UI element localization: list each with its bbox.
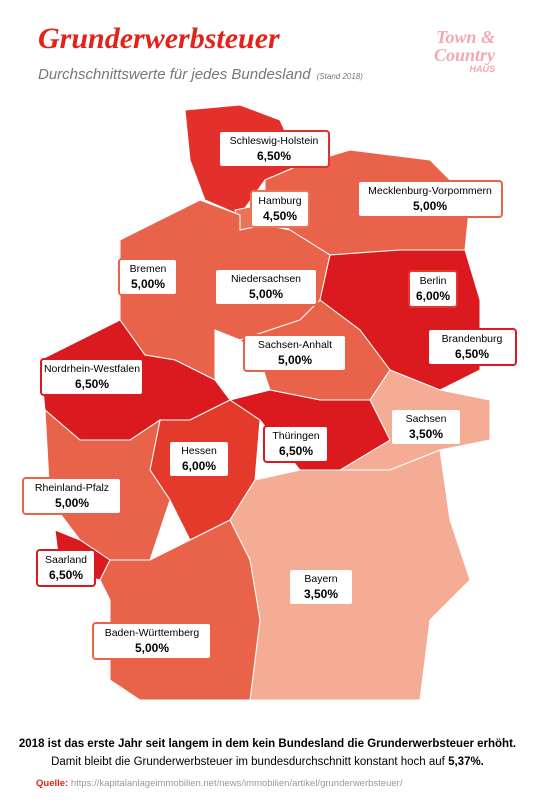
region-name: Hessen — [181, 445, 217, 457]
region-name: Baden-Württemberg — [104, 627, 200, 639]
region-rate: 5,00% — [54, 496, 90, 510]
region-name: Rheinland-Pfalz — [34, 482, 110, 494]
region-rate: 6,50% — [256, 149, 292, 163]
region-label: Bayern 3,50% — [288, 568, 354, 606]
region-label: Niedersachsen 5,00% — [214, 268, 318, 306]
region-rate: 6,50% — [74, 377, 110, 391]
region-rate: 5,00% — [134, 641, 170, 655]
region-rate: 5,00% — [277, 353, 313, 367]
logo-line: Country — [434, 45, 496, 65]
region-name: Schleswig-Holstein — [229, 135, 319, 147]
region-name: Sachsen-Anhalt — [257, 339, 333, 351]
logo-line: HAUS — [469, 64, 496, 74]
region-name: Thüringen — [272, 430, 320, 442]
region-label: Baden-Württemberg 5,00% — [92, 622, 212, 660]
region-label: Hamburg 4,50% — [250, 190, 310, 228]
title: Grunderwerbsteuer — [38, 22, 280, 55]
source-url: https://kapitalanlageimmobilien.net/news… — [70, 778, 403, 789]
subtitle: Durchschnittswerte für jedes Bundesland (… — [38, 66, 363, 83]
source-label: Quelle: — [36, 778, 69, 789]
region-label: Brandenburg 6,50% — [427, 328, 517, 366]
footer-text: Damit bleibt die Grunderwerbsteuer im bu… — [51, 756, 449, 768]
region-label: Bremen 5,00% — [118, 258, 178, 296]
region-name: Niedersachsen — [230, 273, 302, 285]
region-label: Berlin 6,00% — [408, 270, 458, 308]
subtitle-text: Durchschnittswerte für jedes Bundesland — [38, 66, 311, 83]
region-label: Rheinland-Pfalz 5,00% — [22, 477, 122, 515]
region-label: Mecklenburg-Vorpommern 5,00% — [357, 180, 503, 218]
footer-line: Damit bleibt die Grunderwerbsteuer im bu… — [0, 756, 535, 768]
region-name: Brandenburg — [441, 333, 503, 345]
source: Quelle: https://kapitalanlageimmobilien.… — [36, 778, 402, 789]
region-rate: 5,00% — [248, 287, 284, 301]
region-name: Hamburg — [258, 195, 302, 207]
region-name: Nordrhein-Westfalen — [43, 363, 141, 375]
region-rate: 6,00% — [181, 459, 217, 473]
region-label: Sachsen-Anhalt 5,00% — [243, 334, 347, 372]
region-rate: 6,50% — [48, 568, 84, 582]
logo-line: Town & — [436, 27, 496, 47]
region-rate: 5,00% — [412, 199, 448, 213]
region-label: Schleswig-Holstein 6,50% — [218, 130, 330, 168]
region-label: Nordrhein-Westfalen 6,50% — [40, 358, 144, 396]
region-rate: 4,50% — [262, 209, 298, 223]
region-label: Hessen 6,00% — [168, 440, 230, 478]
stand: (Stand 2018) — [316, 72, 363, 81]
region-label: Thüringen 6,50% — [263, 425, 329, 463]
region-name: Sachsen — [405, 413, 447, 425]
footer-line: 2018 ist das erste Jahr seit langem in d… — [18, 738, 517, 750]
region-rate: 6,50% — [454, 347, 490, 361]
region-rate: 6,50% — [278, 444, 314, 458]
region-name: Bremen — [129, 263, 167, 275]
region-name: Bayern — [304, 573, 338, 585]
region-rate: 5,00% — [130, 277, 166, 291]
region-label: Sachsen 3,50% — [390, 408, 462, 446]
region-name: Saarland — [44, 554, 88, 566]
logo: Town & Country HAUS — [434, 28, 495, 74]
region-rate: 3,50% — [303, 587, 339, 601]
region-name: Berlin — [419, 275, 447, 287]
region-rate: 3,50% — [408, 427, 444, 441]
region-name: Mecklenburg-Vorpommern — [368, 185, 492, 197]
footer-average: 5,37%. — [448, 756, 484, 768]
region-label: Saarland 6,50% — [36, 549, 96, 587]
region-rate: 6,00% — [415, 289, 451, 303]
